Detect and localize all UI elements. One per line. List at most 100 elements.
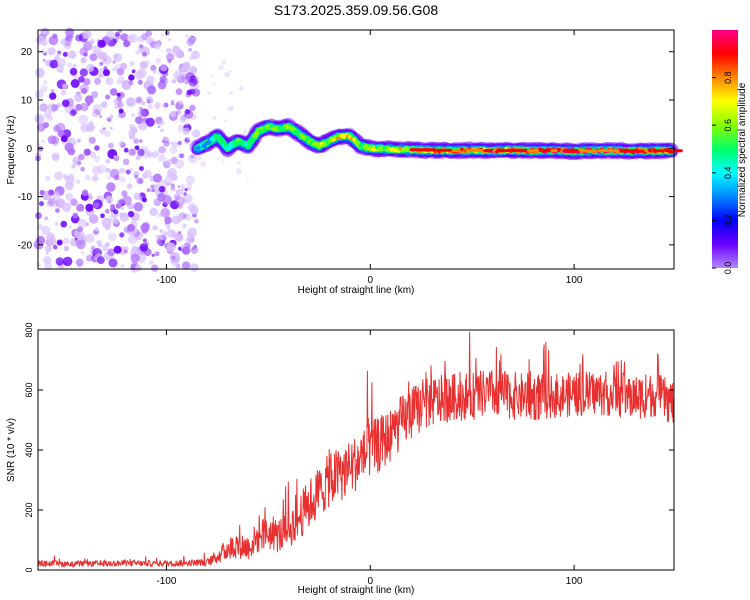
- heatmap-noise-blob: [170, 101, 175, 106]
- heatmap-noise-blob: [137, 178, 144, 185]
- heatmap-noise-blob: [162, 231, 168, 236]
- heatmap-noise-blob: [88, 214, 99, 224]
- heatmap-noise-blob: [155, 234, 160, 239]
- heatmap-noise-blob: [212, 82, 216, 86]
- heatmap-noise-blob: [74, 93, 83, 102]
- heatmap-noise-blob: [221, 60, 227, 65]
- heatmap-noise-blob: [170, 186, 176, 191]
- heatmap-noise-blob: [63, 174, 67, 178]
- heatmap-noise-blob: [48, 189, 55, 196]
- heatmap-noise-blob: [62, 237, 70, 245]
- heatmap-noise-blob: [141, 172, 148, 179]
- heatmap-noise-blob: [178, 204, 183, 209]
- heatmap-noise-blob: [169, 146, 178, 155]
- heatmap-noise-blob: [145, 117, 155, 127]
- heatmap-noise-blob: [81, 87, 88, 94]
- heatmap-noise-blob: [131, 113, 135, 118]
- heatmap-noise-blob: [103, 69, 110, 77]
- heatmap-noise-blob: [76, 239, 86, 250]
- heatmap-noise-blob: [61, 202, 72, 212]
- heatmap-noise-blob: [163, 176, 173, 186]
- heatmap-noise-blob: [184, 108, 191, 115]
- heatmap-noise-blob: [166, 53, 175, 62]
- heatmap-noise-blob: [158, 120, 165, 126]
- heatmap-noise-blob: [113, 155, 118, 159]
- heatmap-noise-blob: [94, 145, 100, 151]
- heatmap-noise-blob: [92, 44, 102, 54]
- heatmap-noise-blob: [57, 50, 62, 55]
- heatmap-noise-blob: [147, 103, 153, 110]
- heatmap-noise-blob: [135, 116, 143, 124]
- heatmap-noise-blob: [135, 97, 142, 104]
- heatmap-noise-blob: [105, 168, 111, 173]
- heatmap-noise-blob: [39, 201, 44, 207]
- heatmap-noise-blob: [146, 151, 154, 158]
- heatmap-y-tick-label: 0: [26, 144, 32, 155]
- heatmap-noise-blob: [106, 182, 116, 192]
- heatmap-noise-blob: [108, 258, 118, 268]
- heatmap-noise-blob: [129, 167, 133, 171]
- heatmap-noise-blob: [161, 104, 166, 108]
- snr-y-tick-label: 600: [24, 382, 34, 397]
- heatmap-noise-blob: [60, 135, 68, 143]
- heatmap-noise-blob: [121, 80, 132, 90]
- heatmap-noise-blob: [130, 263, 140, 273]
- heatmap-signal-track: [189, 117, 683, 161]
- heatmap-noise-blob: [36, 115, 45, 124]
- heatmap-noise-blob: [217, 157, 220, 160]
- heatmap-noise-blob: [154, 42, 161, 50]
- heatmap-noise-blob: [171, 215, 181, 225]
- heatmap-noise-blob: [129, 81, 135, 86]
- heatmap-noise-blob: [188, 187, 192, 191]
- snr-axes: -100 0 100 0 200 400 600 800: [24, 322, 674, 587]
- heatmap-track-segment: [291, 127, 297, 132]
- heatmap-noise-blob: [185, 122, 189, 126]
- heatmap-noise-blob: [70, 198, 78, 206]
- heatmap-noise-blob: [107, 200, 112, 204]
- heatmap-x-axis-label: Height of straight line (km): [298, 285, 415, 296]
- heatmap-noise-blob: [130, 126, 138, 134]
- heatmap-noise-blob: [200, 161, 206, 167]
- heatmap-noise-blob: [52, 33, 58, 39]
- heatmap-noise-blob: [119, 212, 124, 218]
- heatmap-noise-blob: [131, 69, 136, 74]
- heatmap-noise-blob: [42, 58, 46, 62]
- heatmap-noise-blob: [182, 127, 190, 135]
- heatmap-noise-blob: [101, 217, 112, 228]
- heatmap-noise-blob: [173, 193, 180, 200]
- heatmap-noise-blob: [75, 258, 84, 267]
- heatmap-noise-blob: [91, 245, 95, 250]
- heatmap-noise-blob: [75, 179, 81, 184]
- heatmap-noise-blob: [76, 203, 85, 212]
- heatmap-noise-blob: [93, 155, 101, 163]
- heatmap-noise-blob: [120, 264, 125, 268]
- heatmap-noise-blob: [81, 189, 89, 197]
- heatmap-noise-blob: [179, 116, 187, 124]
- heatmap-noise-blob: [135, 155, 141, 161]
- heatmap-noise-blob: [134, 71, 144, 80]
- heatmap-noise-blob: [44, 262, 53, 271]
- heatmap-noise-blob: [160, 63, 168, 72]
- heatmap-track-segment: [307, 138, 313, 144]
- heatmap-noise-blob: [159, 75, 167, 83]
- heatmap-noise-blob: [192, 129, 201, 138]
- heatmap-noise-blob: [138, 44, 144, 49]
- heatmap-noise-blob: [94, 77, 101, 85]
- heatmap-noise-blob: [98, 114, 103, 119]
- snr-series-line: [38, 331, 675, 569]
- heatmap-noise-blob: [92, 104, 103, 115]
- heatmap-noise-blob: [141, 101, 146, 106]
- heatmap-noise-blob: [70, 177, 75, 182]
- heatmap-y-axis-label: Frequency (Hz): [6, 116, 17, 185]
- heatmap-noise-blob: [119, 176, 126, 183]
- heatmap-noise-blob: [174, 159, 185, 169]
- heatmap-noise-blob: [165, 159, 172, 166]
- heatmap-noise-blob: [64, 142, 74, 152]
- colorbar-tick-label: 0.2: [723, 214, 733, 227]
- heatmap-noise-blob: [181, 202, 186, 206]
- heatmap-noise-blob: [118, 76, 125, 83]
- heatmap-noise-blob: [169, 110, 177, 118]
- heatmap-noise-blob: [177, 185, 181, 189]
- heatmap-noise-blob: [113, 245, 122, 254]
- heatmap-noise-blob: [45, 251, 49, 255]
